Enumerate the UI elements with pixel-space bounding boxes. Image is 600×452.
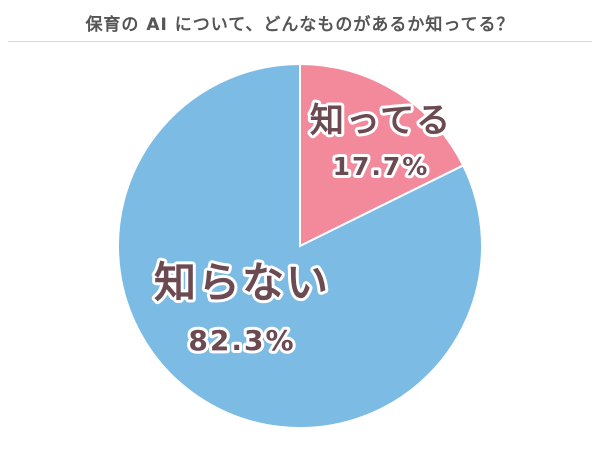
pie-slice-known — [299, 62, 465, 248]
title-divider — [8, 41, 592, 42]
pie-slices — [117, 62, 483, 429]
slice-label-known: 知ってる 17.7% — [307, 98, 453, 184]
slice-label-unknown: 知らない 82.3% — [151, 255, 331, 360]
slice-name-known: 知ってる — [310, 101, 452, 141]
slice-value-known: 17.7% — [333, 152, 430, 181]
slice-name-unknown: 知らない — [154, 258, 330, 307]
pie-slice-unknown — [117, 62, 483, 429]
slice-value-unknown: 82.3% — [188, 324, 295, 357]
chart-title: 保育の AI について、どんなものがあるか知ってる？ — [85, 15, 515, 35]
